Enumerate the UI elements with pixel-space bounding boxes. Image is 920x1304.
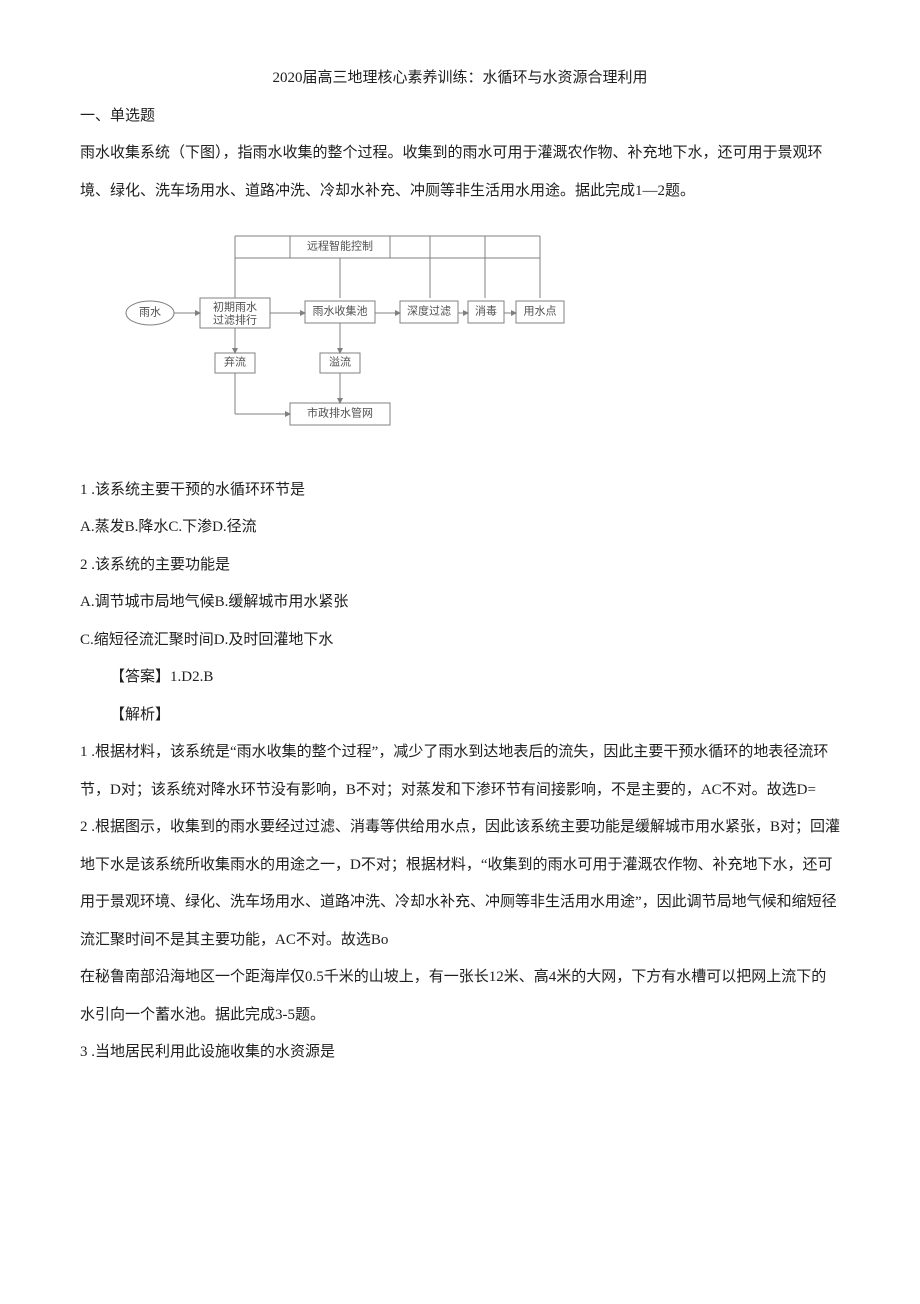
section-heading: 一、单选题 [80, 98, 840, 136]
rainwater-system-diagram: 远程智能控制 雨水 初期雨水 过滤排行 雨水收集池 [120, 228, 840, 454]
explanation-label: 【解析】 [80, 697, 840, 735]
q3-stem: 3 .当地居民利用此设施收集的水资源是 [80, 1034, 840, 1072]
answer-line: 【答案】1.D2.B [80, 659, 840, 697]
diagram-label-disinfect: 消毒 [475, 304, 497, 318]
diagram-label-first-line2: 过滤排行 [213, 313, 257, 327]
diagram-label-rain: 雨水 [139, 306, 161, 319]
q2-options-row1: A.调节城市局地气候B.缓解城市用水紧张 [80, 584, 840, 622]
intro-paragraph-2: 在秘鲁南部沿海地区一个距海岸仅0.5千米的山坡上，有一张长12米、高4米的大网，… [80, 959, 840, 1034]
q1-options: A.蒸发B.降水C.下渗D.径流 [80, 509, 840, 547]
diagram-label-collect: 雨水收集池 [313, 304, 368, 318]
explanation-1: 1 .根据材料，该系统是“雨水收集的整个过程”，减少了雨水到达地表后的流失，因此… [80, 734, 840, 809]
q1-stem: 1 .该系统主要干预的水循环环节是 [80, 472, 840, 510]
intro-paragraph-1: 雨水收集系统（下图），指雨水收集的整个过程。收集到的雨水可用于灌溉农作物、补充地… [80, 135, 840, 210]
diagram-label-first-line1: 初期雨水 [213, 300, 257, 314]
diagram-label-filter: 深度过滤 [407, 304, 451, 318]
page-title: 2020届高三地理核心素养训练：水循环与水资源合理利用 [80, 60, 840, 98]
q2-options-row2: C.缩短径流汇聚时间D.及时回灌地下水 [80, 622, 840, 660]
diagram-label-remote: 远程智能控制 [307, 239, 373, 253]
q2-stem: 2 .该系统的主要功能是 [80, 547, 840, 585]
explanation-2: 2 .根据图示，收集到的雨水要经过过滤、消毒等供给用水点，因此该系统主要功能是缓… [80, 809, 840, 959]
diagram-label-pipe: 市政排水管网 [307, 406, 373, 420]
diagram-label-use: 用水点 [524, 305, 557, 318]
diagram-label-abandon: 弃流 [224, 355, 246, 369]
diagram-label-overflow: 溢流 [329, 355, 351, 369]
